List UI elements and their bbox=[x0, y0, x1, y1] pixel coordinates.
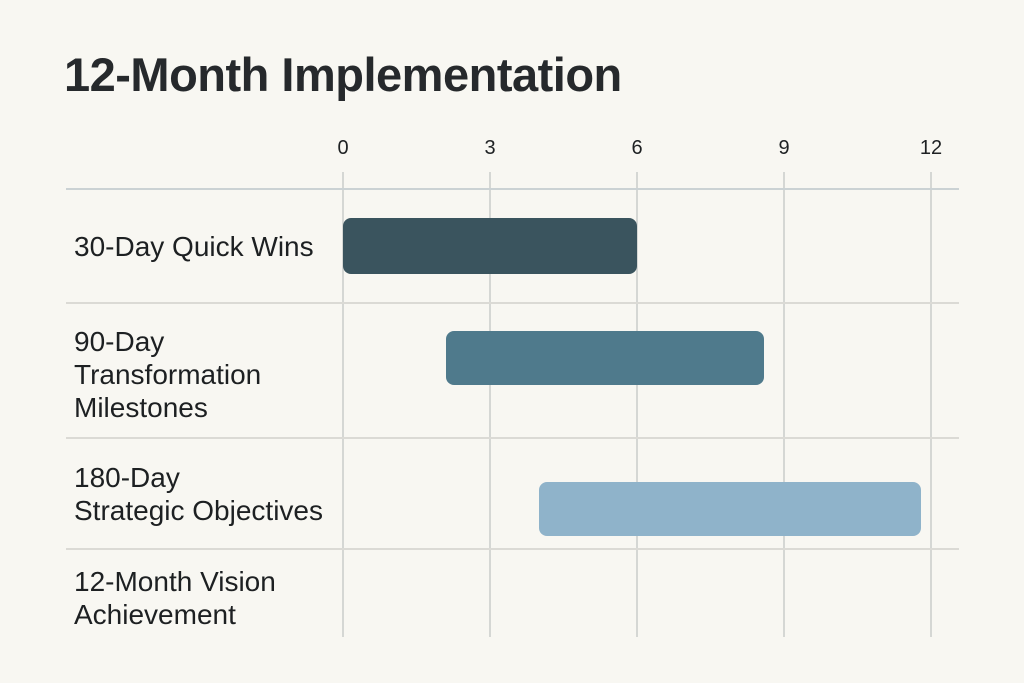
row-label: 180-Day Strategic Objectives bbox=[74, 462, 323, 526]
gridline-vertical bbox=[342, 172, 344, 637]
row-label: 30-Day Quick Wins bbox=[74, 230, 314, 262]
x-axis-tick-label: 6 bbox=[631, 137, 643, 159]
row-separator bbox=[66, 437, 959, 439]
gridline-vertical bbox=[930, 172, 932, 637]
gridline-vertical bbox=[783, 172, 785, 637]
gantt-bar bbox=[445, 331, 765, 385]
row-separator bbox=[66, 302, 959, 304]
gridline-vertical bbox=[636, 172, 638, 637]
chart-title: 12-Month Implementation bbox=[64, 48, 622, 101]
row-label: 12-Month Vision Achievement bbox=[74, 566, 276, 630]
x-axis-tick-label: 9 bbox=[778, 137, 790, 159]
gantt-bar bbox=[343, 218, 637, 274]
x-axis-tick-label: 0 bbox=[337, 137, 349, 159]
row-separator bbox=[66, 548, 959, 550]
x-axis-tick-label: 12 bbox=[919, 137, 943, 159]
gantt-bar bbox=[539, 482, 922, 536]
row-label: 90-Day Transformation Milestones bbox=[74, 325, 262, 423]
gridline-vertical bbox=[489, 172, 491, 637]
x-axis-tick-label: 3 bbox=[484, 137, 496, 159]
axis-baseline bbox=[66, 188, 959, 190]
